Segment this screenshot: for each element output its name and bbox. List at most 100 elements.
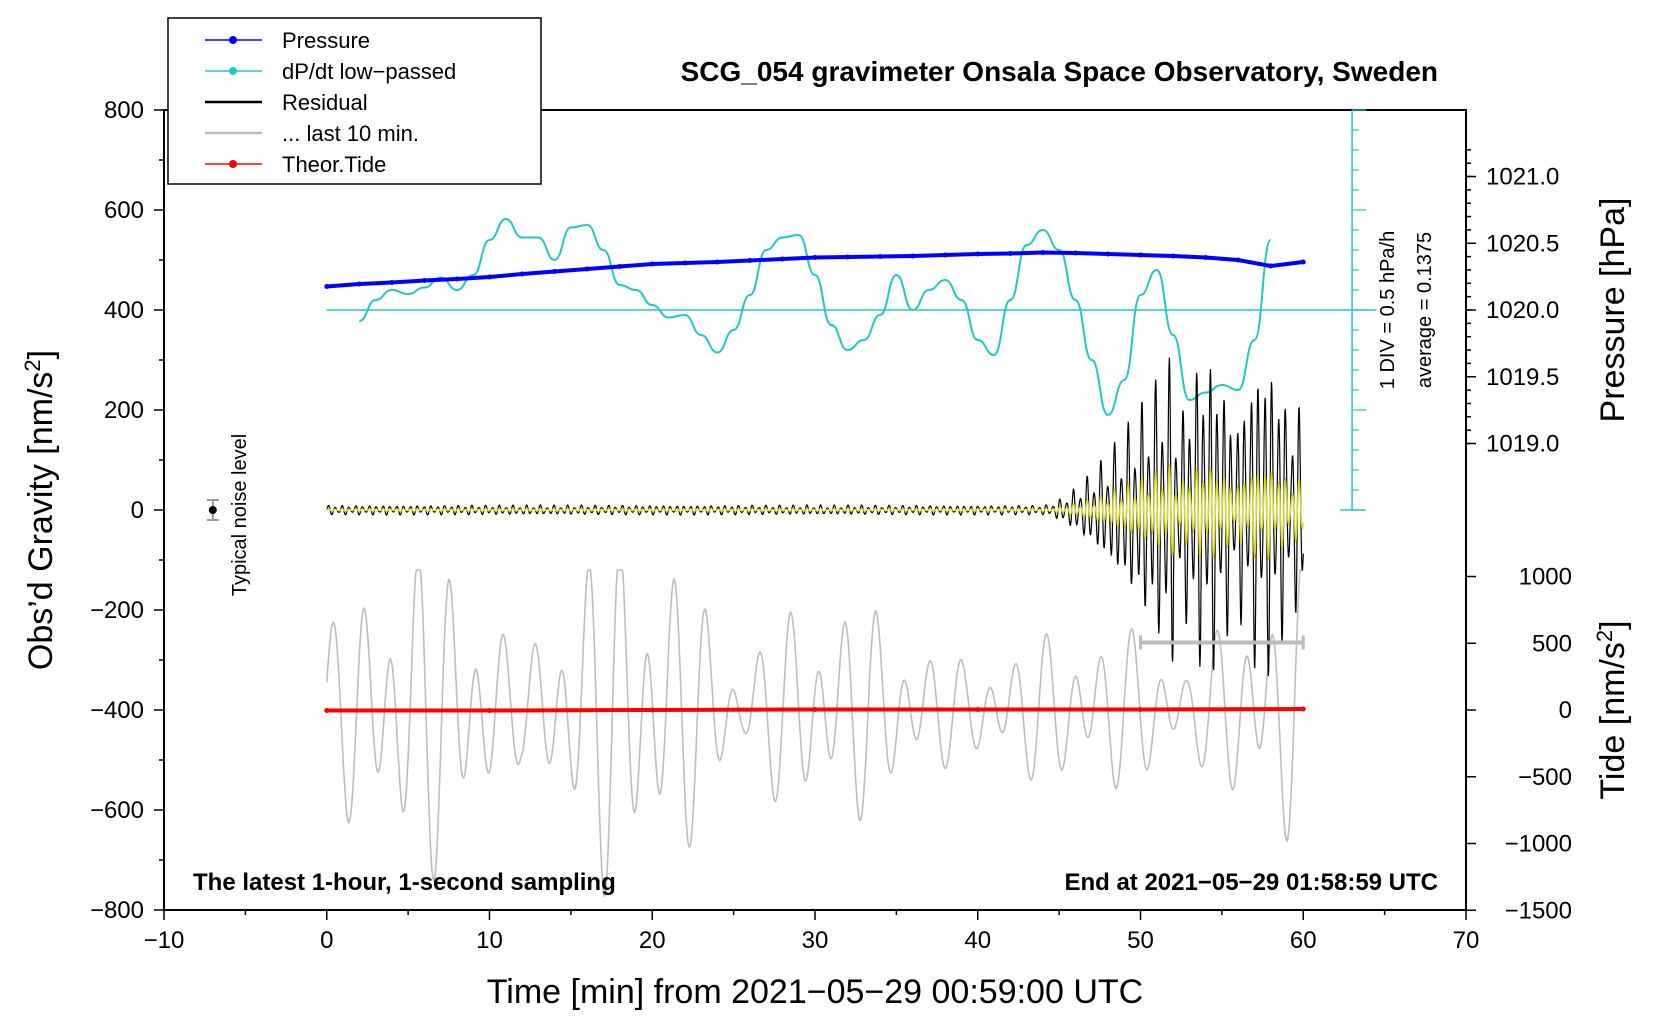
pressure-point xyxy=(975,251,981,257)
y-axis-tide-label-close: ] xyxy=(1594,620,1632,629)
pressure-tick-label: 1020.0 xyxy=(1486,297,1559,324)
pressure-point xyxy=(454,276,460,282)
pressure-point xyxy=(552,269,558,274)
legend-label: Pressure xyxy=(282,28,370,53)
pressure-tick-label: 1019.5 xyxy=(1486,364,1559,391)
y-left-tick-label: 0 xyxy=(131,497,144,524)
tide-tick-label: −1500 xyxy=(1505,897,1572,924)
pressure-point xyxy=(1235,257,1241,263)
pressure-point xyxy=(1203,255,1209,260)
y-axis-left-label: Obs’d Gravity [nm/s2] xyxy=(20,350,60,670)
legend-label: dP/dt low−passed xyxy=(282,59,456,84)
y-left-tick-label: 400 xyxy=(104,297,144,324)
legend-items: Pressure dP/dt low−passed Residual ... last… xyxy=(205,28,456,177)
pressure-point xyxy=(1007,251,1013,256)
pressure-point xyxy=(617,264,623,269)
pressure-point xyxy=(487,274,492,280)
tide-point xyxy=(812,707,818,712)
tide-point xyxy=(975,707,981,712)
dpdt-line xyxy=(359,217,1272,417)
x-tick-label: 30 xyxy=(802,927,829,954)
pressure-point xyxy=(519,271,525,277)
dpdt-average-label: average = 0.1375 xyxy=(1414,232,1436,388)
x-tick-label: 40 xyxy=(964,927,991,954)
tide-point xyxy=(487,708,492,713)
pressure-point xyxy=(324,284,330,289)
x-tick-label: −10 xyxy=(144,927,185,954)
tide-tick-label: −1000 xyxy=(1505,831,1572,858)
noise-level-label: Typical noise level xyxy=(229,434,251,596)
tide-point xyxy=(649,707,655,713)
tide-tick-label: −500 xyxy=(1518,764,1572,791)
legend-label: Residual xyxy=(282,90,368,115)
pressure-point xyxy=(714,259,720,265)
x-axis-label: Time [min] from 2021−05−29 00:59:00 UTC xyxy=(487,973,1143,1011)
tide-point xyxy=(1138,707,1143,712)
pressure-point xyxy=(1105,251,1111,257)
pressure-point xyxy=(682,260,688,266)
pressure-point xyxy=(910,253,916,259)
last-10-min-line xyxy=(326,569,1304,898)
y-left-tick-label: 200 xyxy=(104,397,144,424)
legend-marker xyxy=(229,160,237,168)
pressure-point xyxy=(389,280,395,285)
y-axis-left-label-close: ] xyxy=(22,350,60,359)
end-time-annotation: End at 2021−05−29 01:58:59 UTC xyxy=(1064,869,1438,896)
pressure-point xyxy=(1138,252,1143,258)
series-group xyxy=(206,109,1377,898)
pressure-point xyxy=(1268,263,1274,269)
pressure-point xyxy=(747,258,753,263)
y-axis-tide-label-sup: 2 xyxy=(1592,630,1617,642)
pressure-point xyxy=(1170,253,1176,259)
pressure-point xyxy=(356,281,362,287)
x-tick-label: 0 xyxy=(320,927,333,954)
x-tick-label: 20 xyxy=(639,927,666,954)
pressure-point xyxy=(812,255,818,260)
y-axis-pressure-label: Pressure [hPa] xyxy=(1594,198,1632,423)
legend-label: Theor.Tide xyxy=(282,152,386,177)
x-tick-label: 50 xyxy=(1127,927,1154,954)
x-tick-label: 70 xyxy=(1453,927,1480,954)
sampling-annotation: The latest 1-hour, 1-second sampling xyxy=(193,869,616,896)
pressure-tick-label: 1021.0 xyxy=(1486,164,1559,191)
pressure-point xyxy=(779,256,785,262)
noise-point xyxy=(208,506,217,514)
pressure-tick-label: 1020.5 xyxy=(1486,230,1559,257)
y-left-tick-label: −200 xyxy=(90,597,144,624)
tide-tick-label: 1000 xyxy=(1519,564,1572,591)
x-tick-label: 60 xyxy=(1290,927,1317,954)
y-axis-left-label-main: Obs’d Gravity [nm/s xyxy=(22,372,60,671)
tide-tick-label: 0 xyxy=(1559,697,1572,724)
y-left-tick-label: 600 xyxy=(104,197,144,224)
y-left-tick-label: 800 xyxy=(104,97,144,124)
pressure-point xyxy=(1072,250,1078,256)
axes-group: −10 0 10 20 30 40 50 60 70 800 600 400 200 0 −200 −400 −… xyxy=(90,97,1572,954)
legend-marker xyxy=(229,67,237,75)
residual-filtered-line xyxy=(326,464,1304,560)
legend-label: ... last 10 min. xyxy=(282,121,419,146)
y-axis-tide-label-main: Tide [nm/s xyxy=(1594,642,1632,799)
y-left-tick-label: −600 xyxy=(90,797,144,824)
pressure-point xyxy=(1300,259,1306,265)
chart-title: SCG_054 gravimeter Onsala Space Observat… xyxy=(681,56,1438,87)
x-tick-label: 10 xyxy=(476,927,503,954)
pressure-point xyxy=(649,261,655,267)
y-left-tick-label: −800 xyxy=(90,897,144,924)
pressure-tick-label: 1019.0 xyxy=(1486,431,1559,458)
pressure-point xyxy=(1040,250,1046,255)
legend-marker xyxy=(229,36,237,44)
dpdt-scale-label: 1 DIV = 0.5 hPa/h xyxy=(1377,231,1399,389)
y-left-tick-label: −400 xyxy=(90,697,144,724)
pressure-point xyxy=(942,252,948,258)
tide-point xyxy=(1300,706,1306,712)
pressure-point xyxy=(877,254,883,259)
pressure-point xyxy=(584,266,590,272)
legend: Pressure dP/dt low−passed Residual ... last… xyxy=(167,17,542,185)
pressure-point xyxy=(421,278,427,283)
pressure-point xyxy=(845,254,851,260)
y-axis-tide-label: Tide [nm/s2] xyxy=(1592,620,1632,799)
tide-point xyxy=(324,708,330,713)
y-axis-left-label-sup: 2 xyxy=(20,359,45,371)
tide-tick-label: 500 xyxy=(1532,630,1572,657)
